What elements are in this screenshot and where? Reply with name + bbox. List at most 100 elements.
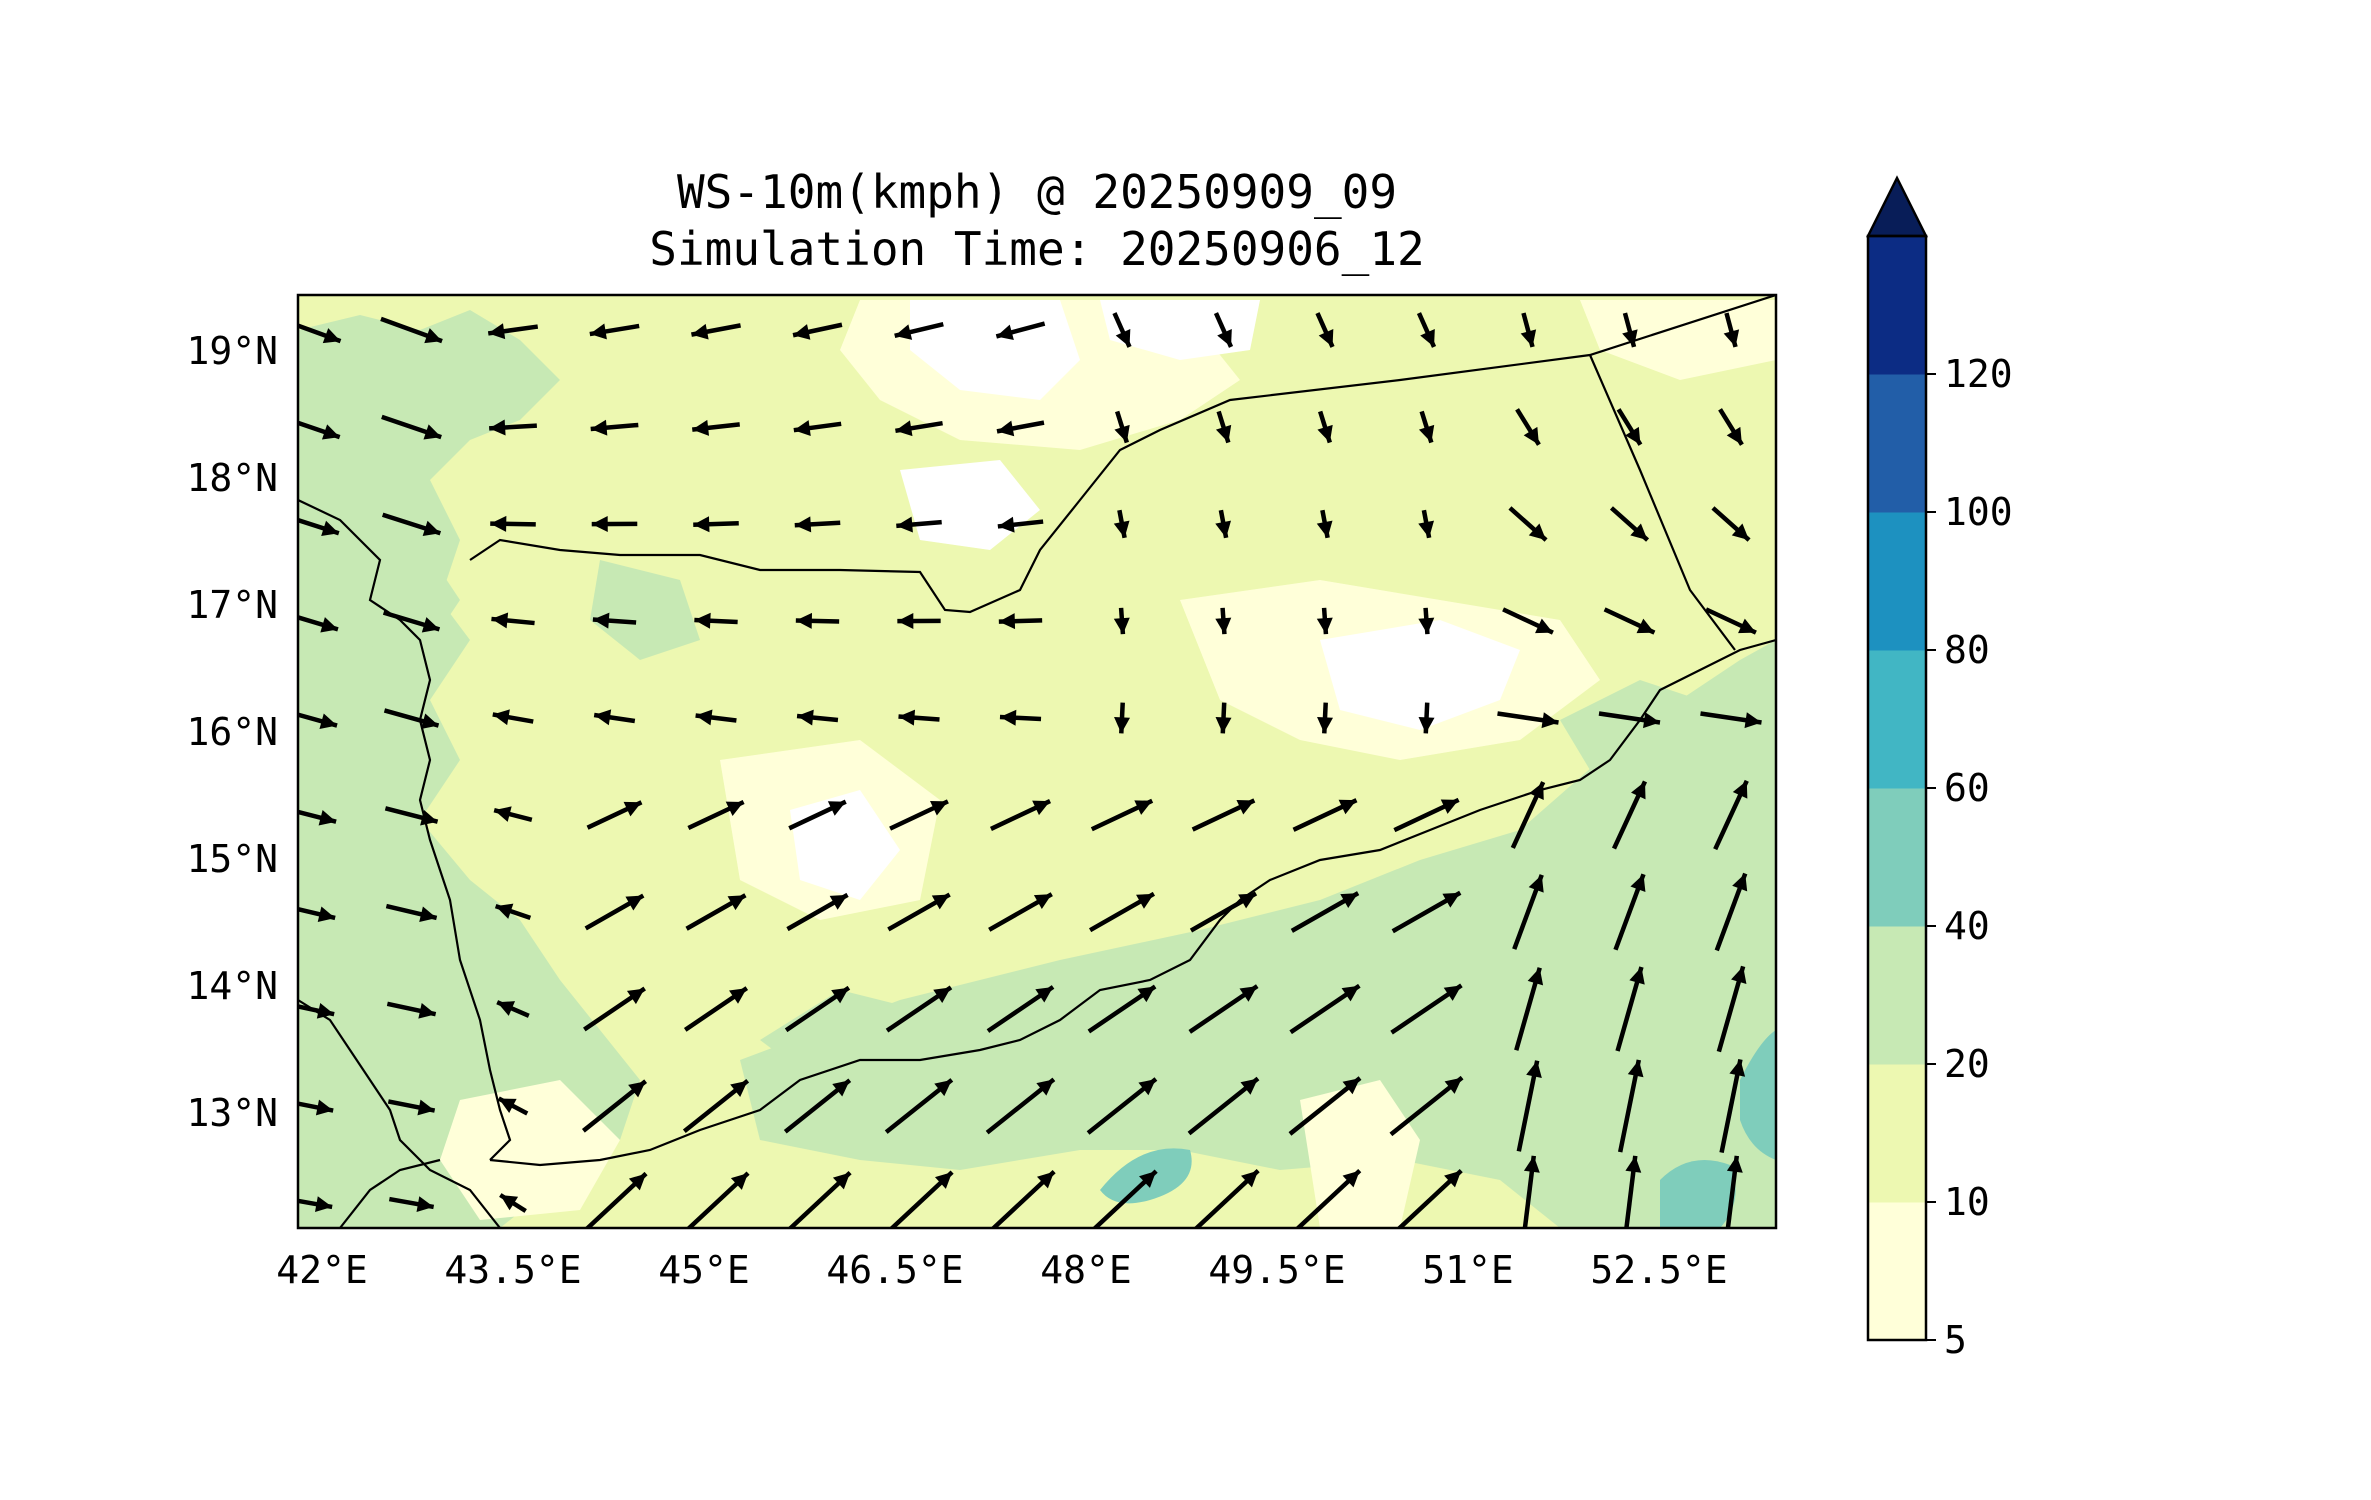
wind-vector-head bbox=[1630, 523, 1648, 541]
wind-vector-head bbox=[1338, 799, 1357, 815]
wind-vector-head bbox=[492, 709, 510, 726]
wind-vector-head bbox=[1217, 329, 1232, 347]
wind-vector-head bbox=[1444, 1170, 1462, 1188]
wind-vector-head bbox=[1113, 617, 1130, 635]
colorbar-segment bbox=[1868, 650, 1926, 789]
wind-vector-head bbox=[1643, 712, 1661, 729]
map-panel bbox=[298, 295, 1776, 1228]
wind-vector-head bbox=[794, 516, 812, 533]
lon-tick-label: 49.5°E bbox=[1208, 1248, 1345, 1292]
wind-vector-head bbox=[416, 1196, 434, 1213]
wind-vector-head bbox=[626, 988, 645, 1005]
wind-vector-head bbox=[1528, 874, 1544, 893]
lat-tick-label: 18°N bbox=[186, 456, 278, 500]
wind-vector-head bbox=[1113, 520, 1130, 538]
lat-tick-label: 16°N bbox=[186, 710, 278, 754]
wind-vector-head bbox=[692, 419, 710, 436]
wind-vector-head bbox=[693, 516, 710, 533]
colorbar-segment bbox=[1868, 1064, 1926, 1203]
wind-vector-head bbox=[1317, 717, 1334, 734]
boundaries bbox=[298, 295, 1776, 1228]
wind-vector-head bbox=[1529, 782, 1544, 800]
wind-vector-head bbox=[1342, 1078, 1361, 1095]
wind-vector-head bbox=[727, 895, 746, 911]
wind-vector-head bbox=[424, 328, 443, 344]
colorbar-segment bbox=[1868, 512, 1926, 651]
lon-tick-label: 52.5°E bbox=[1590, 1248, 1727, 1292]
wind-vector-head bbox=[1731, 523, 1750, 541]
colorbar-label: 100 bbox=[1944, 490, 2013, 534]
colorbar-label: 20 bbox=[1944, 1042, 1990, 1086]
colorbar-label: 120 bbox=[1944, 352, 2013, 396]
wind-vector-head bbox=[1236, 800, 1255, 815]
lon-tick-label: 42°E bbox=[276, 1248, 368, 1292]
wind-vector-head bbox=[1137, 986, 1156, 1003]
wind-vector-head bbox=[419, 906, 437, 923]
wind-vector-head bbox=[1215, 617, 1232, 635]
wind-vector-head bbox=[494, 806, 512, 822]
wind-vector-head bbox=[594, 709, 612, 726]
wind-vector-head bbox=[417, 1099, 435, 1116]
wind-vector-head bbox=[489, 419, 506, 436]
wind-vector-head bbox=[895, 420, 913, 437]
wind-vector-head bbox=[423, 424, 442, 440]
wind-vector-head bbox=[1443, 985, 1462, 1001]
wind-vector-head bbox=[1036, 1079, 1054, 1096]
gulf-of-aden-coastline bbox=[489, 638, 1776, 1167]
wind-vector-head bbox=[500, 1195, 519, 1211]
wind-vector-head bbox=[829, 894, 848, 910]
map-frame bbox=[296, 293, 1778, 1230]
wind-vector-head bbox=[590, 419, 608, 436]
wind-vector-head bbox=[934, 1079, 952, 1097]
wind-vector-head bbox=[592, 612, 610, 629]
wind-vector-head bbox=[831, 987, 849, 1004]
wind-vector-head bbox=[318, 809, 337, 826]
lon-tick-label: 45°E bbox=[658, 1248, 750, 1292]
wind-vector-head bbox=[999, 709, 1017, 726]
wind-vector-head bbox=[1215, 424, 1232, 443]
wind-vector-head bbox=[1418, 424, 1435, 443]
wind-vector-head bbox=[1636, 618, 1655, 634]
wind-vector-head bbox=[1726, 1155, 1743, 1173]
wind-vector-head bbox=[1535, 618, 1553, 634]
wind-vector-head bbox=[498, 1098, 517, 1114]
wind-vector-head bbox=[1032, 800, 1051, 816]
wind-vector-head bbox=[1036, 1171, 1055, 1189]
colorbar-segment bbox=[1868, 374, 1926, 513]
wind-vector-head bbox=[933, 987, 951, 1003]
colorbar-label: 10 bbox=[1944, 1180, 1990, 1224]
wind-vector-head bbox=[1731, 966, 1747, 984]
wind-vector-head bbox=[623, 801, 642, 817]
wind-vector-head bbox=[418, 1003, 436, 1019]
lon-tick-label: 51°E bbox=[1422, 1248, 1514, 1292]
djibouti-border bbox=[339, 1158, 441, 1228]
eritrea-coastline bbox=[298, 999, 501, 1228]
wind-vector-head bbox=[488, 323, 506, 340]
wind-vector-head bbox=[1738, 618, 1756, 634]
wind-vector-head bbox=[898, 709, 916, 726]
wind-vector-head bbox=[1622, 329, 1638, 347]
wind-vector-head bbox=[996, 324, 1014, 341]
wind-vector-head bbox=[695, 709, 713, 726]
wind-vector-head bbox=[1729, 1059, 1746, 1077]
wind-vector-head bbox=[1526, 1060, 1542, 1078]
wind-vector-head bbox=[1541, 712, 1559, 729]
saudi-yemen-border bbox=[469, 295, 1776, 614]
wind-vector-head bbox=[896, 516, 913, 533]
wind-vector-head bbox=[1215, 520, 1232, 538]
wind-vector-head bbox=[1238, 893, 1257, 909]
wind-vector-head bbox=[1420, 329, 1435, 347]
wind-vector-head bbox=[691, 323, 709, 340]
wind-vector-head bbox=[1627, 1059, 1644, 1078]
wind-vector-head bbox=[420, 809, 438, 826]
lat-tick-label: 14°N bbox=[186, 964, 278, 1008]
red-sea-coastline bbox=[298, 499, 512, 1161]
wind-vector-head bbox=[320, 617, 338, 633]
wind-vector-head bbox=[997, 516, 1015, 533]
wind-vector-head bbox=[1444, 1077, 1463, 1094]
yemen-oman-border bbox=[1588, 354, 1736, 651]
wind-vector-head bbox=[931, 894, 950, 910]
wind-vector-head bbox=[316, 1003, 335, 1019]
wind-vector-head bbox=[1418, 617, 1435, 635]
wind-vector-head bbox=[832, 1080, 850, 1097]
